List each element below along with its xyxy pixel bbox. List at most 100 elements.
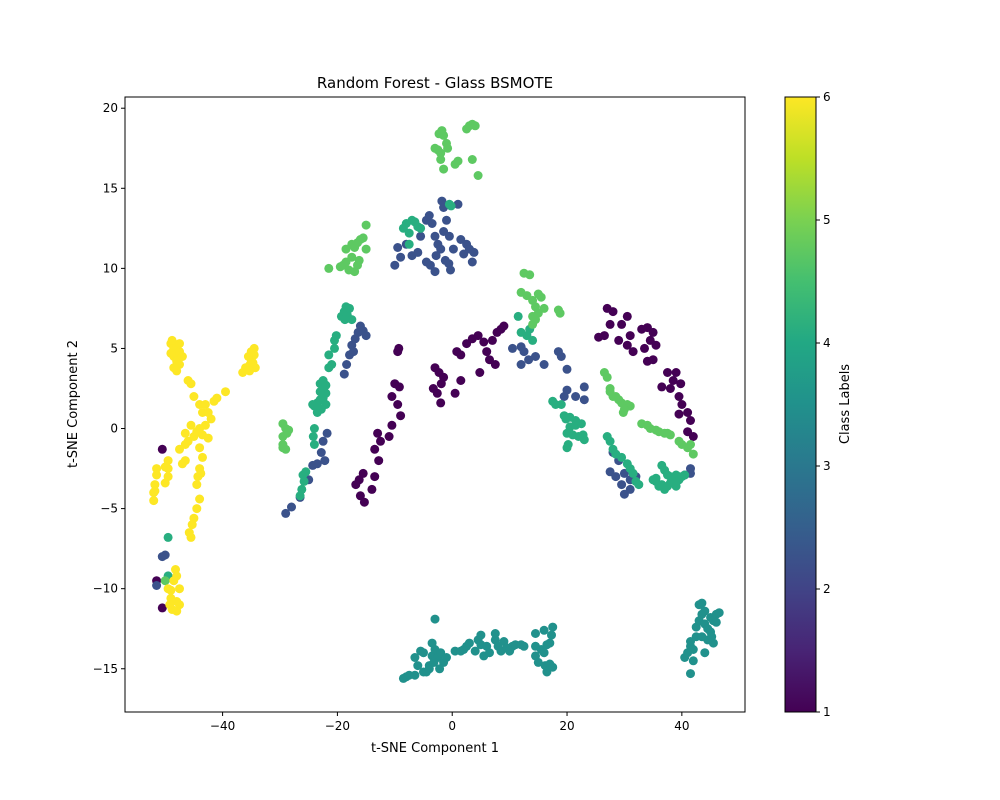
point-class-6 (186, 420, 196, 430)
point-class-2 (453, 199, 463, 209)
point-class-6 (172, 597, 182, 606)
point-class-3 (539, 625, 549, 635)
point-class-5 (525, 270, 535, 280)
point-class-1 (668, 376, 678, 385)
y-tick-label: −5 (100, 502, 118, 516)
point-class-6 (152, 470, 162, 480)
point-class-5 (660, 428, 670, 438)
point-class-4 (628, 468, 638, 478)
point-class-2 (316, 448, 326, 457)
point-class-4 (324, 350, 334, 360)
point-class-2 (562, 364, 572, 374)
point-class-6 (192, 504, 202, 514)
point-class-1 (688, 432, 698, 441)
point-class-3 (476, 630, 486, 640)
point-class-1 (499, 321, 509, 331)
point-class-6 (245, 366, 255, 376)
point-class-2 (342, 360, 352, 369)
point-class-2 (442, 215, 451, 225)
point-class-4 (301, 467, 311, 477)
point-class-3 (424, 664, 434, 674)
point-class-4 (327, 360, 337, 369)
point-class-6 (187, 520, 197, 530)
point-class-4 (309, 424, 319, 433)
point-class-2 (467, 257, 477, 267)
point-class-6 (175, 444, 184, 454)
point-class-2 (516, 360, 526, 369)
point-class-2 (320, 456, 330, 466)
point-class-1 (384, 432, 394, 441)
point-class-2 (281, 508, 291, 518)
point-class-1 (374, 456, 384, 466)
point-class-6 (163, 456, 173, 466)
point-class-1 (157, 603, 167, 613)
point-class-6 (238, 368, 248, 377)
point-class-6 (243, 352, 253, 361)
colorbar-tick-label: 4 (823, 336, 831, 350)
point-class-6 (221, 387, 230, 397)
point-class-1 (651, 340, 661, 350)
point-class-1 (622, 311, 632, 321)
point-class-3 (410, 653, 420, 662)
point-class-5 (686, 440, 695, 449)
point-class-4 (416, 223, 426, 233)
point-class-3 (470, 646, 480, 656)
point-class-1 (475, 368, 485, 377)
point-class-6 (186, 379, 196, 389)
point-class-1 (373, 428, 383, 438)
point-class-1 (677, 400, 687, 409)
point-class-4 (562, 428, 572, 438)
point-class-1 (617, 319, 627, 329)
chart-title: Random Forest - Glass BSMOTE (317, 74, 553, 92)
point-class-1 (614, 335, 624, 345)
point-class-2 (459, 249, 469, 259)
point-class-5 (324, 263, 334, 273)
point-class-4 (331, 331, 341, 341)
colorbar-tick-label: 5 (823, 213, 831, 227)
y-axis-label: t-SNE Component 2 (66, 340, 81, 468)
colorbar-tick-label: 6 (823, 90, 831, 104)
point-class-4 (528, 335, 538, 345)
point-class-3 (442, 653, 451, 662)
point-class-3 (429, 657, 439, 667)
point-class-2 (611, 472, 621, 482)
point-class-3 (697, 632, 707, 642)
point-class-4 (579, 435, 589, 445)
point-class-4 (513, 311, 523, 321)
point-class-4 (308, 400, 318, 409)
point-class-4 (308, 432, 318, 441)
point-class-1 (387, 420, 397, 430)
y-tick-label: 15 (103, 181, 118, 195)
point-class-2 (556, 352, 566, 361)
point-class-1 (665, 384, 675, 393)
point-class-2 (160, 550, 170, 560)
point-class-1 (479, 337, 489, 347)
point-class-2 (531, 352, 540, 361)
point-class-1 (456, 350, 466, 360)
point-class-5 (536, 292, 546, 302)
point-class-2 (339, 369, 349, 379)
y-tick-label: 5 (110, 341, 118, 355)
point-class-6 (149, 496, 159, 506)
point-class-1 (594, 332, 604, 342)
point-class-2 (446, 265, 455, 275)
point-class-1 (376, 436, 385, 446)
point-class-6 (152, 464, 162, 474)
point-class-6 (248, 358, 258, 368)
point-class-4 (404, 239, 414, 249)
point-class-6 (166, 585, 176, 595)
point-class-5 (358, 233, 368, 243)
point-class-3 (688, 645, 698, 654)
point-class-6 (180, 428, 190, 438)
point-class-3 (548, 662, 558, 672)
point-class-2 (424, 211, 434, 220)
point-class-6 (180, 456, 190, 466)
x-axis-label: t-SNE Component 1 (371, 741, 499, 756)
point-class-6 (167, 335, 177, 345)
point-class-3 (464, 638, 474, 648)
point-class-2 (427, 219, 437, 228)
point-class-2 (430, 231, 440, 241)
y-tick-label: −15 (93, 662, 118, 676)
point-class-1 (683, 408, 693, 417)
point-class-1 (456, 376, 466, 385)
